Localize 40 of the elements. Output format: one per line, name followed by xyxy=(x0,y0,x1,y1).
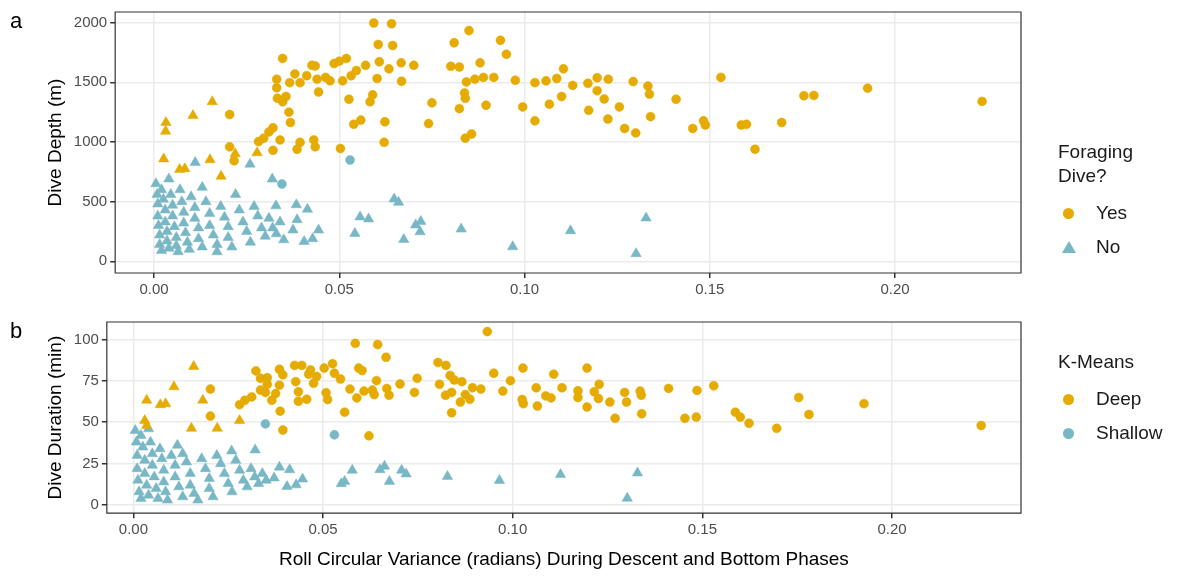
x-axis-title: Roll Circular Variance (radians) During Descent and Bottom Phases xyxy=(278,547,849,569)
y-tick-label: 100 xyxy=(73,329,99,347)
x-tick-label: 0.00 xyxy=(139,280,169,298)
y-tick-label: 75 xyxy=(82,370,99,388)
x-tick-label: 0.10 xyxy=(498,520,528,538)
x-tick-label: 0.10 xyxy=(509,280,540,298)
x-tick-label: 0.05 xyxy=(324,280,354,298)
legend-label: Yes xyxy=(1096,201,1127,224)
point xyxy=(197,393,209,404)
point xyxy=(211,422,223,432)
x-tick-label: 0.20 xyxy=(880,280,910,298)
y-tick-label: 25 xyxy=(82,453,99,471)
y-tick-label: 0 xyxy=(98,251,108,269)
point xyxy=(329,430,340,440)
y-tick-label: 500 xyxy=(82,191,108,209)
legend-label: No xyxy=(1096,235,1121,258)
point xyxy=(260,419,271,429)
legend-title: K-Means xyxy=(1058,350,1136,374)
x-tick-label: 0.00 xyxy=(118,520,148,538)
chart-title: b xyxy=(10,318,23,344)
legend-label: Deep xyxy=(1096,387,1142,410)
y-tick-label: 1500 xyxy=(73,72,108,90)
x-tick-label: 0.15 xyxy=(687,520,717,538)
point xyxy=(168,380,180,391)
y-axis-title: Dive Duration (min) xyxy=(43,335,65,500)
legend-title: Foraging Dive? xyxy=(1058,140,1134,188)
x-tick-label: 0.05 xyxy=(308,520,338,538)
legend-label: Shallow xyxy=(1096,421,1163,444)
x-tick-label: 0.15 xyxy=(695,280,725,298)
point xyxy=(234,414,246,424)
chart-title: a xyxy=(10,8,23,34)
y-tick-label: 1000 xyxy=(73,132,108,150)
x-tick-label: 0.20 xyxy=(877,520,907,538)
y-tick-label: 0 xyxy=(90,495,99,513)
point xyxy=(141,393,153,404)
y-axis-title: Dive Depth (m) xyxy=(43,78,65,207)
point xyxy=(188,360,200,370)
y-tick-label: 2000 xyxy=(73,12,108,30)
y-tick-label: 50 xyxy=(82,412,99,430)
point xyxy=(185,422,197,432)
